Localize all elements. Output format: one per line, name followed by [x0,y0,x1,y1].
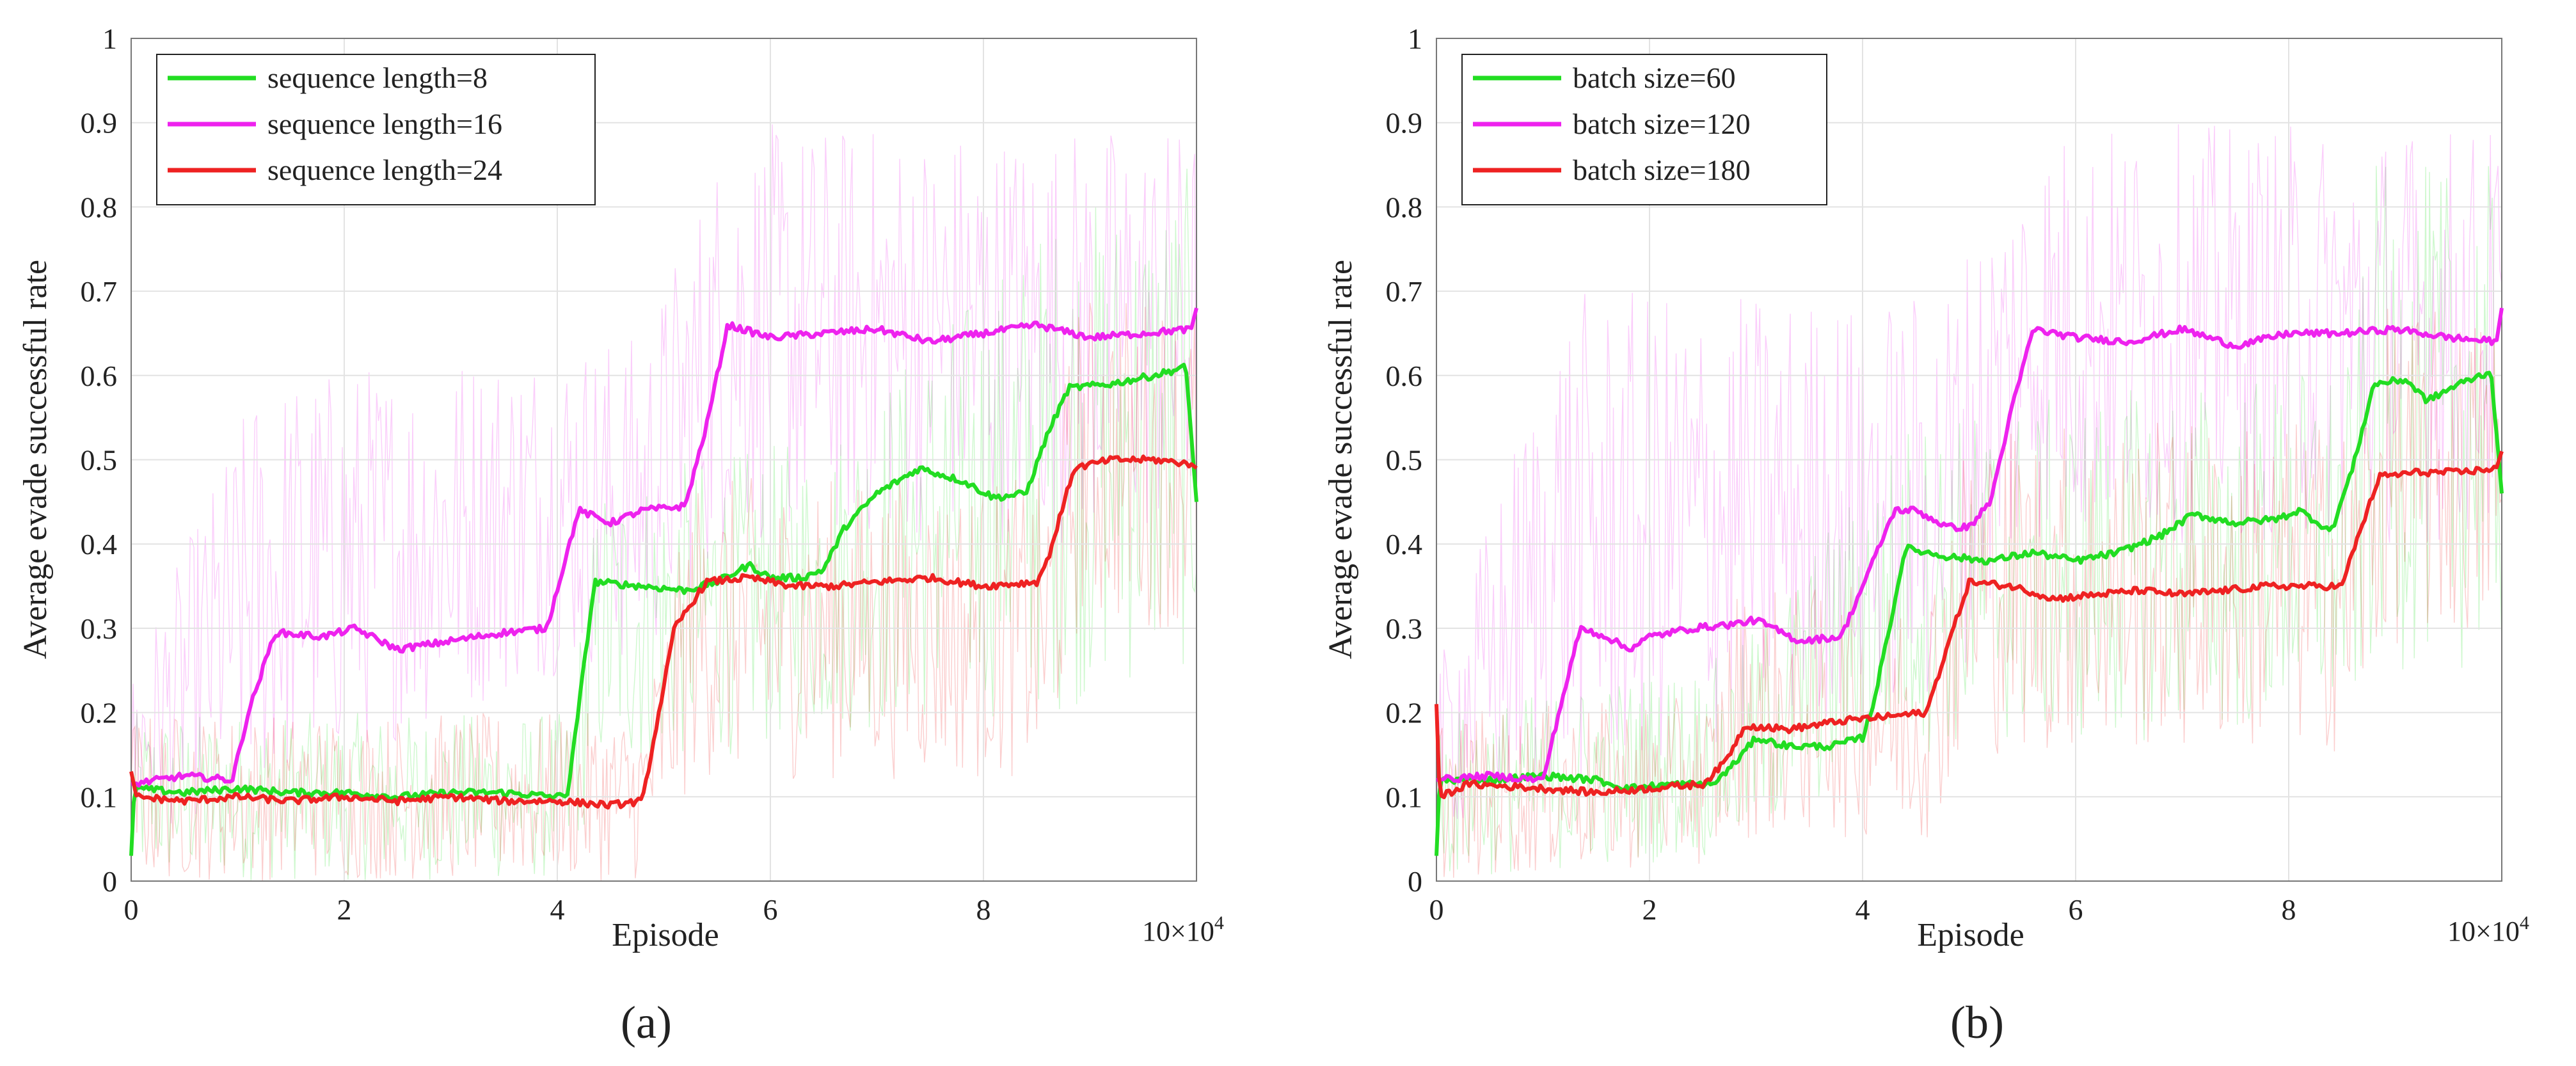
x-tick-label: 6 [763,893,778,926]
x-tick-label: 4 [550,893,565,926]
noise-trace [131,303,1197,881]
y-axis-label: Average evade successful rate [17,260,54,659]
y-tick-label: 0 [1408,865,1422,898]
noise-layer [1436,124,2502,878]
legend: sequence length=8 sequence length=16 seq… [156,54,596,205]
y-tick-label: 0.4 [81,528,118,561]
plot-frame [1436,38,2502,882]
legend: batch size=60 batch size=120 batch size=… [1461,54,1827,205]
legend-label-0: sequence length=8 [267,61,488,94]
y-tick-label: 1 [1408,22,1422,55]
x-tick-label: 4 [1856,893,1870,926]
legend-label-1: batch size=120 [1573,107,1751,140]
y-tick-label: 0.2 [81,697,118,729]
y-tick-label: 0.5 [81,444,118,477]
panel-label: (b) [1950,997,2004,1048]
y-tick-label: 0.8 [81,191,118,223]
y-tick-label: 0.1 [81,781,118,813]
noise-trace [1436,166,2502,875]
ticks-layer: 0 2 4 6 8 0 0.1 0.2 0.3 0.4 0.5 0.6 0.7 0.8 0.9 1 [81,22,991,926]
noise-layer [131,124,1197,881]
noise-trace [131,124,1197,823]
y-tick-label: 0.3 [1386,612,1423,645]
y-tick-label: 0 [102,865,117,898]
series-line-0 [129,362,1198,856]
x-exponent-label: 10×104 [1142,912,1224,947]
noise-trace [131,168,1197,880]
y-tick-label: 0.5 [1386,444,1423,477]
panel-a: 0 2 4 6 8 0 0.1 0.2 0.3 0.4 0.5 0.6 0.7 0.8 0.9 1 Episo… [17,22,1224,1048]
series-line-1 [1436,307,2504,783]
panel-label: (a) [621,997,672,1048]
x-axis-label: Episode [1917,917,2024,953]
y-tick-label: 0.7 [1386,275,1423,308]
legend-label-0: batch size=60 [1573,61,1736,94]
series-line-2 [129,454,1198,810]
series-line-2 [1435,450,2504,799]
lines-layer [129,307,1198,856]
legend-label-2: batch size=180 [1573,154,1751,186]
panel-b: 0 2 4 6 8 0 0.1 0.2 0.3 0.4 0.5 0.6 0.7 0.8 0.9 1 Episo… [1323,22,2529,1048]
y-tick-label: 0.6 [81,360,118,392]
noise-trace [1436,124,2502,819]
y-tick-label: 0.4 [1386,528,1423,561]
series-line-0 [1435,370,2504,856]
x-tick-label: 0 [1429,893,1444,926]
y-tick-label: 0.3 [81,612,118,645]
legend-label-2: sequence length=24 [267,154,502,186]
x-tick-label: 6 [2069,893,2083,926]
x-tick-label: 8 [976,893,991,926]
x-tick-label: 0 [124,893,139,926]
lines-layer [1435,307,2504,856]
y-tick-label: 1 [102,22,117,55]
series-line-1 [131,307,1198,788]
ticks-layer: 0 2 4 6 8 0 0.1 0.2 0.3 0.4 0.5 0.6 0.7 0.8 0.9 1 [1386,22,2296,926]
y-axis-label: Average evade successful rate [1323,260,1359,659]
x-exponent-label: 10×104 [2447,912,2529,947]
y-tick-label: 0.1 [1386,781,1423,813]
y-tick-label: 0.9 [81,107,118,139]
noise-trace [1436,308,2502,878]
x-tick-label: 2 [337,893,352,926]
x-axis-label: Episode [612,917,719,953]
legend-label-1: sequence length=16 [267,107,502,140]
plot-frame [131,38,1197,882]
y-tick-label: 0.8 [1386,191,1423,223]
y-tick-label: 0.2 [1386,697,1423,729]
x-tick-label: 2 [1642,893,1657,926]
x-tick-label: 8 [2282,893,2296,926]
y-tick-label: 0.9 [1386,107,1423,139]
y-tick-label: 0.7 [81,275,118,308]
y-tick-label: 0.6 [1386,360,1423,392]
grid-layer [131,38,1197,882]
